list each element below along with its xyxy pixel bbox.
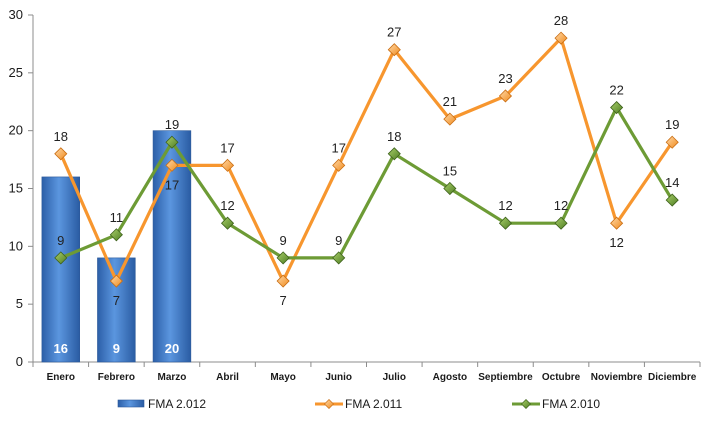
x-tick-label: Diciembre [648,372,697,383]
y-tick-label: 5 [16,296,23,311]
data-point-marker [498,89,513,103]
data-value-label: 9 [280,233,287,248]
data-value-label: 17 [165,177,179,192]
data-point-marker [165,158,179,172]
data-value-label: 19 [165,117,179,132]
data-value-label: 22 [609,83,623,98]
y-tick-label: 20 [9,123,23,138]
data-value-label: 14 [665,175,679,190]
data-point-marker [443,112,457,126]
data-value-label: 17 [220,140,234,155]
data-value-label: 21 [443,94,457,109]
data-point-marker [276,251,290,265]
data-point-marker [498,216,513,230]
y-tick-label: 15 [9,181,23,196]
data-value-label: 12 [498,198,512,213]
series-line-2 [60,105,674,260]
x-tick-label: Septiembre [478,372,533,383]
data-value-label: 17 [331,140,345,155]
data-point-marker [554,31,568,45]
bar-value-label: 16 [54,341,68,356]
x-tick-label: Febrero [98,372,135,383]
data-point-marker [220,216,235,230]
data-value-label: 18 [54,129,68,144]
x-tick-label: Abril [216,372,239,383]
data-point-marker [610,216,624,230]
legend-swatch-marker [324,399,334,409]
data-value-label: 9 [57,233,64,248]
data-value-label: 27 [387,25,401,40]
y-tick-label: 10 [9,238,23,253]
data-point-marker [554,216,568,230]
data-point-marker [443,181,457,196]
data-point-marker [109,274,123,288]
data-point-marker [332,158,346,172]
x-tick-label: Marzo [158,372,187,383]
data-point-marker [387,43,401,57]
data-point-marker [276,274,290,288]
data-point-marker [109,228,123,242]
data-value-label: 9 [335,233,342,248]
bar-value-label: 9 [113,341,120,356]
data-point-marker [54,251,68,265]
x-tick-label: Junio [325,372,352,383]
bar-value-label: 20 [165,341,179,356]
y-tick-label: 25 [9,65,23,80]
legend-swatch-bar [117,399,145,408]
data-value-label: 15 [443,164,457,179]
data-value-label: 7 [113,293,120,308]
x-tick-label: Agosto [433,372,467,383]
x-tick-label: Noviembre [591,372,643,383]
x-tick-label: Enero [47,372,75,383]
data-point-marker [665,193,679,207]
data-value-label: 12 [554,198,568,213]
data-value-label: 23 [498,71,512,86]
legend-label: FMA 2.011 [345,397,402,411]
data-point-marker [54,147,68,161]
y-tick-label: 0 [16,354,23,369]
x-tick-label: Mayo [270,372,296,383]
data-value-label: 28 [554,13,568,28]
data-value-label: 18 [387,129,401,144]
data-value-label: 12 [220,198,234,213]
x-tick-label: Octubre [542,372,581,383]
data-value-label: 19 [665,117,679,132]
legend-label: FMA 2.010 [542,397,600,411]
data-point-marker [220,158,235,172]
data-point-marker [387,147,401,161]
data-value-label: 11 [110,210,124,225]
data-point-marker [665,135,679,149]
legend-swatch-marker [521,399,531,409]
data-point-marker [610,100,624,115]
data-point-marker [332,251,346,265]
data-value-label: 12 [609,235,623,250]
x-tick-label: Julio [383,372,406,383]
data-value-label: 7 [280,293,287,308]
bar [41,176,80,363]
y-tick-label: 30 [9,7,23,22]
data-point-marker [165,135,179,149]
series-line-1 [59,36,674,283]
legend-label: FMA 2.012 [148,397,206,411]
